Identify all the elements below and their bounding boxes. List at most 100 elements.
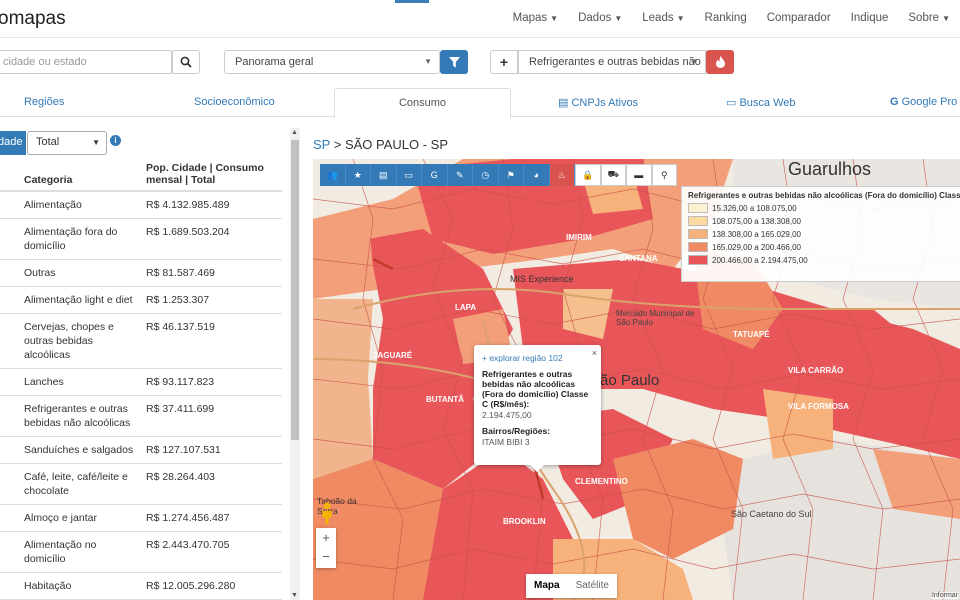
fire-icon <box>715 56 725 68</box>
users-icon[interactable]: 👥 <box>320 164 346 186</box>
briefcase-icon: ▤ <box>558 97 572 109</box>
row-spacer <box>0 395 18 437</box>
search-input[interactable]: cidade ou estado <box>0 50 172 74</box>
popup-tail <box>530 465 544 472</box>
consumo-table: Categoria Pop. Cidade | Consumo mensal |… <box>0 158 282 600</box>
palette-icon[interactable]: ◕ <box>524 164 550 186</box>
map-type-satelite[interactable]: Satélite <box>575 580 609 591</box>
total-select[interactable]: Total ▼ <box>27 131 107 155</box>
table-row[interactable]: Lanches R$ 93.117.823 <box>0 368 282 396</box>
flag-icon[interactable]: ⚑ <box>498 164 524 186</box>
star-icon[interactable]: ★ <box>345 164 371 186</box>
street-view-icon[interactable] <box>319 502 335 524</box>
explore-region-link[interactable]: + explorar região 102 <box>482 353 563 363</box>
pin-icon[interactable]: ⚲ <box>651 164 677 186</box>
fire-icon[interactable]: ♨ <box>549 164 575 186</box>
tab-regioes[interactable]: Regiões <box>24 96 65 108</box>
truck-icon[interactable]: ⛟ <box>600 164 626 186</box>
map-label-guarulhos: Guarulhos <box>788 159 872 179</box>
scroll-down-icon[interactable]: ▼ <box>291 592 298 599</box>
briefcase-icon[interactable]: ▤ <box>371 164 397 186</box>
search-button[interactable] <box>172 50 200 74</box>
row-categoria: Habitação <box>18 572 140 600</box>
table-row[interactable]: Sanduíches e salgados R$ 127.107.531 <box>0 436 282 464</box>
zoom-in-button[interactable]: + <box>322 530 330 545</box>
info-icon[interactable]: i <box>110 135 121 146</box>
row-categoria: Alimentação light e diet <box>18 286 140 314</box>
brand-logo[interactable]: omapas <box>0 8 66 29</box>
table-row[interactable]: Alimentação R$ 4.132.985.489 <box>0 190 282 219</box>
col-spacer <box>0 158 18 192</box>
filter-button[interactable] <box>440 50 468 74</box>
google-icon: G <box>890 96 902 108</box>
legend-row: 15.326,00 a 108.075,00 <box>688 203 956 213</box>
tab-busca-web[interactable]: ▭ Busca Web <box>726 97 796 109</box>
map-label-mercado: Mercado Municipal de São Paulo <box>616 309 695 327</box>
clock-icon[interactable]: ◷ <box>473 164 499 186</box>
row-valor: R$ 81.587.469 <box>140 259 282 287</box>
heatmap-button[interactable] <box>706 50 734 74</box>
add-category-button[interactable]: + <box>490 50 518 74</box>
zoom-out-button[interactable]: − <box>322 549 330 564</box>
nav-ranking[interactable]: Ranking <box>704 12 747 24</box>
tab-consumo[interactable]: Consumo <box>334 88 511 118</box>
nav-comparador[interactable]: Comparador <box>766 12 831 24</box>
table-row[interactable]: Alimentação light e diet R$ 1.253.307 <box>0 286 282 314</box>
legend-row: 200.466,00 a 2.194.475,00 <box>688 255 956 265</box>
panel-scrollbar[interactable]: ▲ ▼ <box>290 128 300 600</box>
row-valor: R$ 12.005.296.280 <box>140 572 282 600</box>
nav-leads[interactable]: Leads ▼ <box>642 12 685 24</box>
scroll-up-icon[interactable]: ▲ <box>291 129 298 136</box>
main-nav: Mapas ▼ Dados ▼ Leads ▼ Ranking Comparador … <box>503 0 960 38</box>
bars-icon[interactable]: ▬ <box>626 164 652 186</box>
consumo-panel: dade Total ▼ i Categoria Pop. Cidade | C… <box>0 118 300 600</box>
panel-select[interactable]: Panorama geral ▼ <box>224 50 440 74</box>
row-categoria: Almoço e jantar <box>18 504 140 532</box>
col-valor[interactable]: Pop. Cidade | Consumo mensal | Total <box>140 158 282 192</box>
row-categoria: Alimentação fora do domicílio <box>18 218 140 260</box>
close-icon[interactable]: × <box>591 348 597 358</box>
map-legend: Refrigerantes e outras bebidas não alcoó… <box>681 186 960 282</box>
category-select[interactable]: Refrigerantes e outras bebidas não ... ▼ <box>518 50 706 74</box>
pencil-icon[interactable]: ✎ <box>447 164 473 186</box>
nav-indique[interactable]: Indique <box>850 12 889 24</box>
table-row[interactable]: Alimentação fora do domicílio R$ 1.689.50… <box>0 218 282 260</box>
breadcrumb-state[interactable]: SP <box>313 137 331 152</box>
row-categoria: Alimentação no domicílio <box>18 531 140 573</box>
legend-swatch <box>688 203 708 213</box>
google-icon[interactable]: G <box>422 164 448 186</box>
active-indicator <box>395 0 429 3</box>
choropleth-map[interactable]: Guarulhos São Paulo LAPA JAGUARÉ BUTANTÃ… <box>313 159 960 600</box>
scrollbar-thumb[interactable] <box>291 140 299 440</box>
map-label-vila-carrao: VILA CARRÃO <box>788 366 844 375</box>
lock-icon[interactable]: 🔒 <box>575 164 601 186</box>
nav-sobre[interactable]: Sobre ▼ <box>908 12 950 24</box>
table-row[interactable]: Habitação R$ 12.005.296.280 <box>0 572 282 600</box>
total-select-value: Total <box>36 136 60 148</box>
row-valor: R$ 127.107.531 <box>140 436 282 464</box>
popup-region-value: ITAIM BIBI 3 <box>482 437 530 447</box>
monitor-icon[interactable]: ▭ <box>396 164 422 186</box>
map-label-clementino: CLEMENTINO <box>575 477 628 486</box>
table-row[interactable]: Alimentação no domicílio R$ 2.443.470.705 <box>0 531 282 573</box>
table-row[interactable]: Outras R$ 81.587.469 <box>0 259 282 287</box>
table-row[interactable]: Cervejas, chopes e outras bebidas alcoól… <box>0 313 282 369</box>
nav-mapas[interactable]: Mapas ▼ <box>512 12 559 24</box>
table-row[interactable]: Almoço e jantar R$ 1.274.456.487 <box>0 504 282 532</box>
tab-socioeconomico[interactable]: Socioeconômico <box>194 96 275 108</box>
row-valor: R$ 1.274.456.487 <box>140 504 282 532</box>
nav-dados[interactable]: Dados ▼ <box>578 12 623 24</box>
row-spacer <box>0 572 18 600</box>
search-icon <box>180 56 192 68</box>
table-row[interactable]: Café, leite, café/leite e chocolate R$ 28… <box>0 463 282 505</box>
tab-google-pro[interactable]: G Google Pro <box>890 96 958 108</box>
row-valor: R$ 2.443.470.705 <box>140 531 282 573</box>
unit-toggle-button[interactable]: dade <box>0 131 26 155</box>
map-attribution[interactable]: Informar <box>931 592 958 599</box>
legend-swatch <box>688 255 708 265</box>
top-navbar: omapas Mapas ▼ Dados ▼ Leads ▼ Ranking Comp… <box>0 0 960 38</box>
tab-cnpjs[interactable]: ▤ CNPJs Ativos <box>558 97 639 109</box>
map-type-mapa[interactable]: Mapa <box>534 580 560 591</box>
table-row[interactable]: Refrigerantes e outras bebidas não alcoó… <box>0 395 282 437</box>
col-categoria[interactable]: Categoria <box>18 158 140 192</box>
